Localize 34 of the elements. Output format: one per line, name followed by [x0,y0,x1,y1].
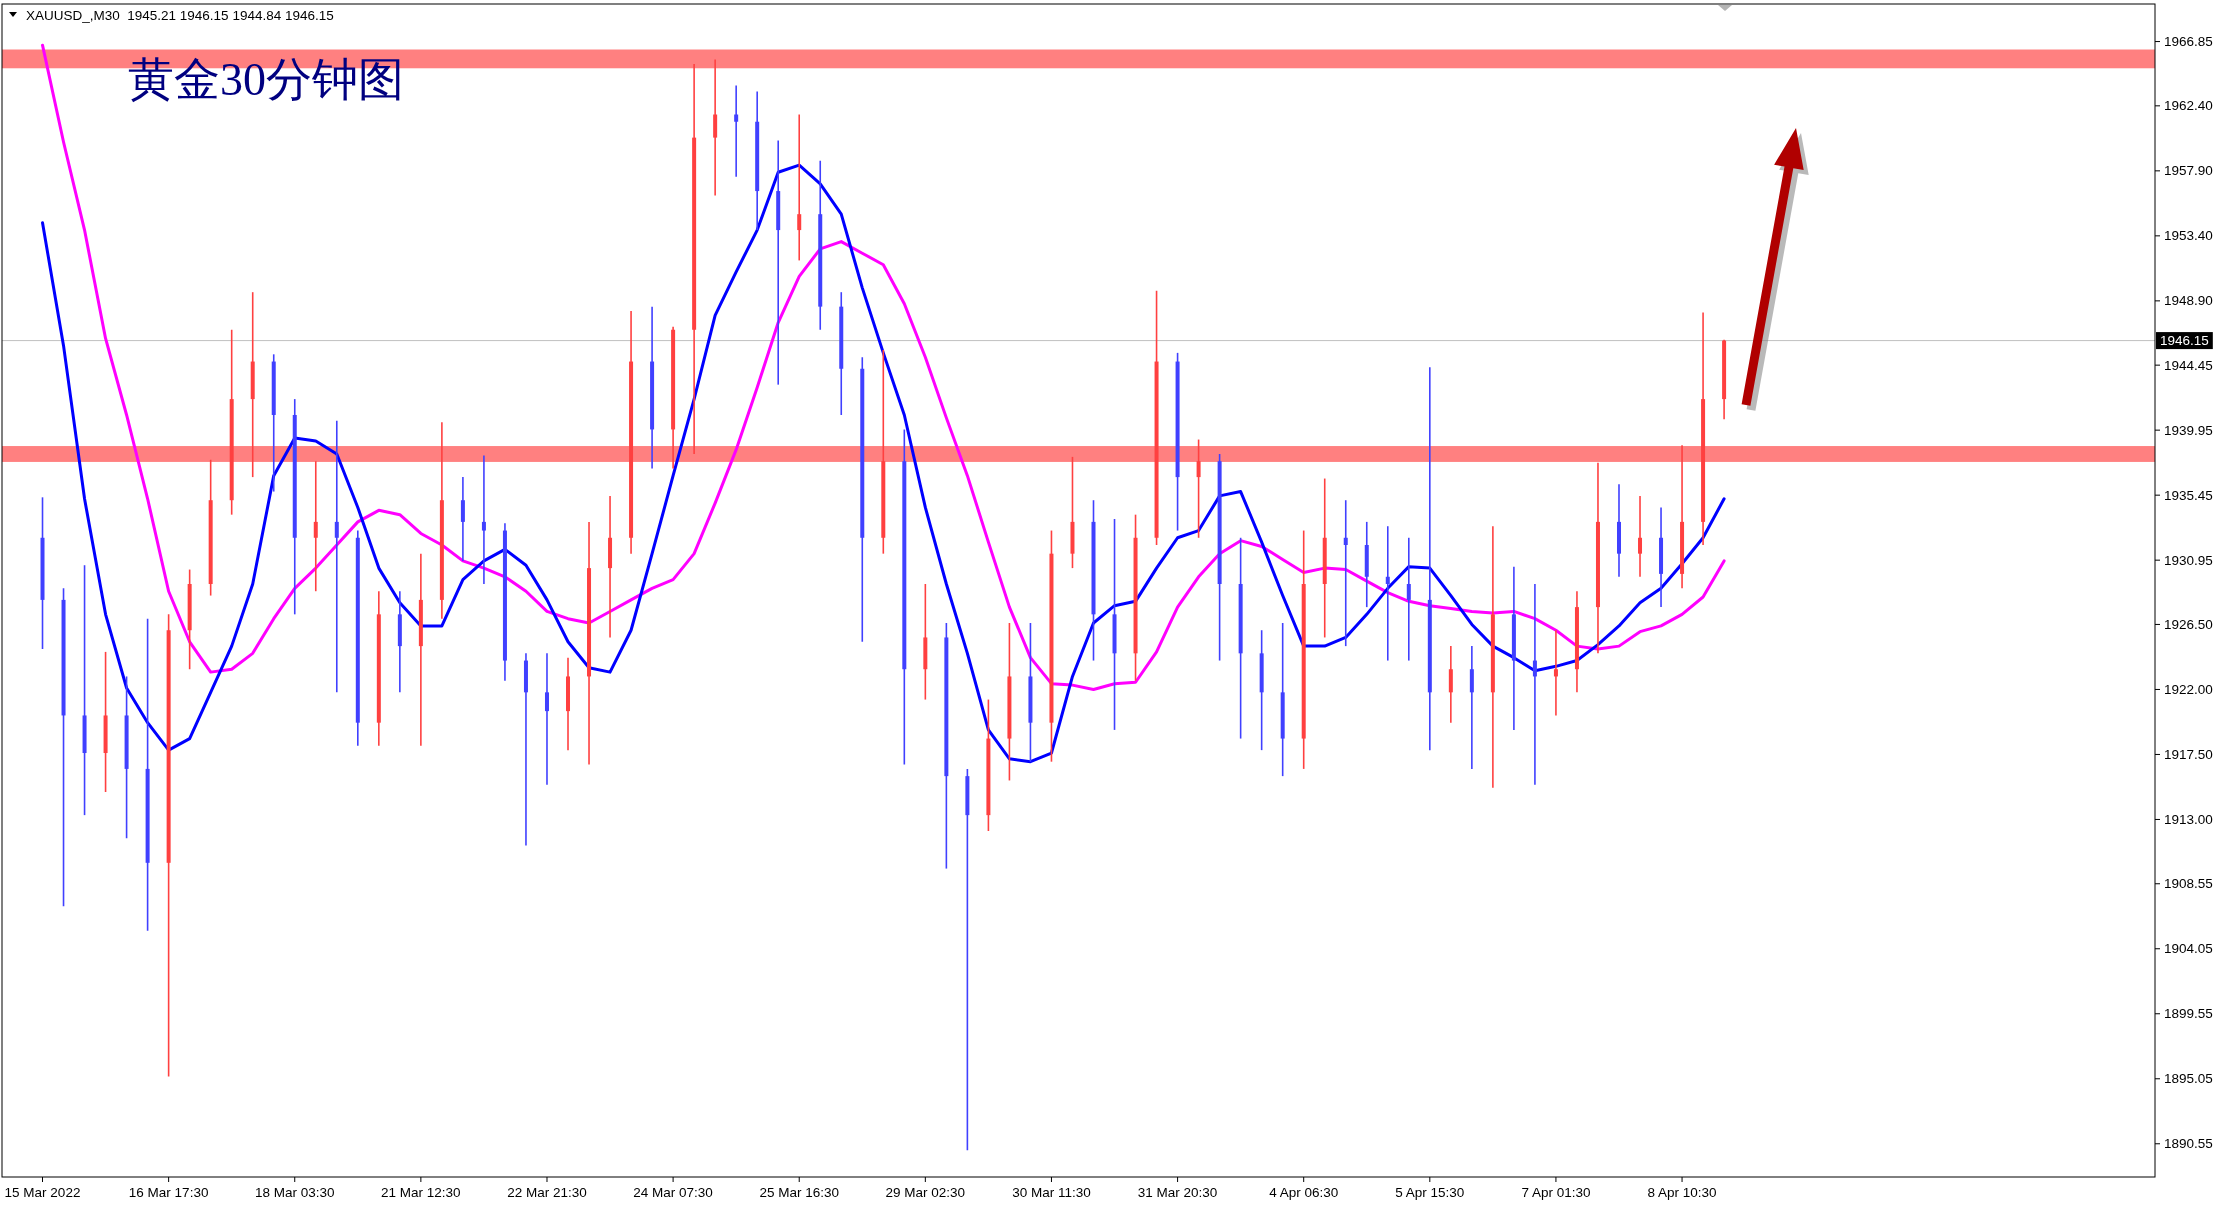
y-tick-label: 1917.50 [2164,746,2213,762]
y-tick-label: 1962.40 [2164,98,2213,114]
y-tick-label: 1930.95 [2164,552,2213,568]
y-tick-label: 1895.05 [2164,1071,2213,1087]
x-tick-label: 7 Apr 01:30 [1521,1185,1591,1200]
x-tick-label: 8 Apr 10:30 [1647,1185,1717,1200]
y-tick-label: 1904.05 [2164,941,2213,957]
y-tick-label: 1935.45 [2164,487,2213,503]
y-tick-label: 1953.40 [2164,228,2213,244]
x-tick-label: 30 Mar 11:30 [1012,1185,1091,1200]
y-tick-label: 1890.55 [2164,1136,2213,1152]
y-tick-label: 1939.95 [2164,422,2213,438]
y-tick-label: 1948.90 [2164,293,2213,309]
x-tick-label: 22 Mar 21:30 [507,1185,587,1200]
y-tick-label: 1957.90 [2164,163,2213,179]
x-tick-label: 5 Apr 15:30 [1395,1185,1465,1200]
x-tick-label: 18 Mar 03:30 [254,1185,335,1200]
x-tick-label: 25 Mar 16:30 [759,1185,839,1200]
y-tick-label: 1899.55 [2164,1006,2213,1022]
y-tick-label: 1922.00 [2164,681,2213,697]
x-tick-label: 4 Apr 06:30 [1269,1185,1339,1200]
title: 黄金30分钟图 [128,54,404,105]
x-tick-label: 24 Mar 07:30 [633,1185,713,1200]
x-tick-label: 31 Mar 20:30 [1137,1185,1218,1200]
x-tick-label: 15 Mar 2022 [4,1185,81,1200]
y-tick-label: 1908.55 [2164,876,2213,892]
y-tick-label: 1913.00 [2164,811,2213,827]
x-tick-label: 16 Mar 17:30 [128,1185,209,1200]
x-tick-label: 29 Mar 02:30 [885,1185,966,1200]
x-tick-label: 21 Mar 12:30 [381,1185,461,1200]
annotation: XAUUSD_,M30 1945.21 1946.15 1944.84 1946.15 [26,8,334,23]
y-tick-label: 1926.50 [2164,616,2213,632]
y-tick-label: 1966.85 [2164,34,2213,50]
y-tick-label: 1944.45 [2164,357,2213,373]
